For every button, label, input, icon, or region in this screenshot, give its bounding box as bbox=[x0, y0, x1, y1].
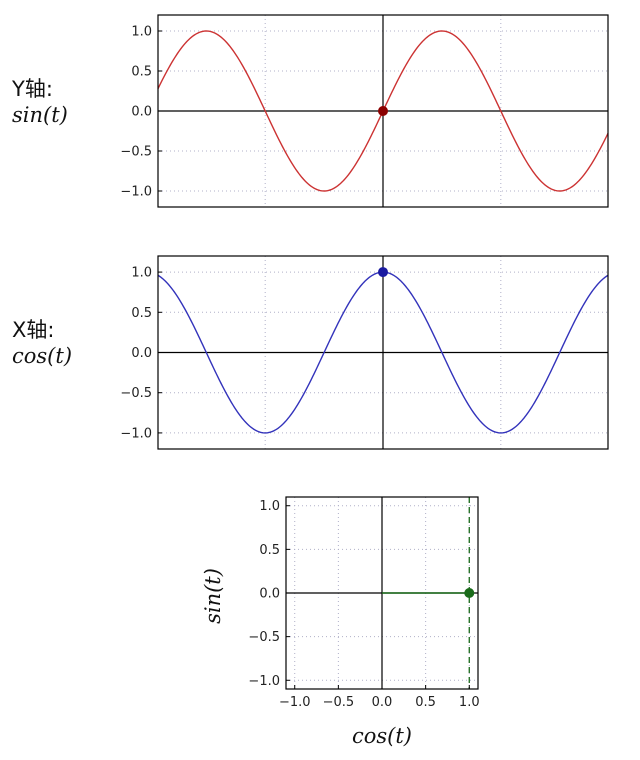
y-tick-label: −0.5 bbox=[120, 386, 152, 401]
y-tick-label: −0.5 bbox=[120, 145, 152, 160]
x-axis-caption: X轴: cos(t) bbox=[12, 317, 72, 369]
y-tick-label: 0.0 bbox=[131, 105, 152, 120]
x-axis-name: X轴: bbox=[12, 318, 55, 342]
x-tick-label: 0.0 bbox=[372, 695, 393, 710]
x-tick-label: −0.5 bbox=[323, 695, 355, 710]
y-tick-label: 0.5 bbox=[131, 306, 152, 321]
y-tick-label: 0.0 bbox=[131, 346, 152, 361]
x-tick-label: 0.5 bbox=[415, 695, 436, 710]
unit-circle-panel: 1.0 0.5 0.0 −0.5 −1.0 −1.0 −0.5 0.0 0.5 1.0 bbox=[248, 496, 480, 710]
y-axis-caption: Y轴: sin(t) bbox=[12, 76, 68, 128]
y-tick-label: 0.0 bbox=[259, 587, 280, 602]
x-axis-function: cos(t) bbox=[12, 344, 73, 368]
current-point-marker bbox=[378, 106, 388, 116]
y-tick-label: 0.5 bbox=[131, 65, 152, 80]
current-point-marker bbox=[464, 588, 475, 598]
y-axis-name: Y轴: bbox=[12, 77, 53, 101]
y-tick-label: −1.0 bbox=[120, 185, 152, 200]
y-tick-label: −1.0 bbox=[248, 674, 280, 689]
bottom-x-axis-label: cos(t) bbox=[351, 724, 413, 748]
y-axis-function: sin(t) bbox=[12, 103, 68, 127]
x-tick-label: 1.0 bbox=[459, 695, 480, 710]
y-tick-label: −0.5 bbox=[248, 630, 280, 645]
y-tick-label: 1.0 bbox=[131, 25, 152, 40]
current-point-marker bbox=[378, 267, 388, 278]
x-tick-label: −1.0 bbox=[279, 695, 311, 710]
y-tick-label: 1.0 bbox=[259, 499, 280, 514]
y-tick-label: −1.0 bbox=[120, 426, 152, 441]
y-tick-label: 1.0 bbox=[131, 266, 152, 281]
sin-panel: 1.0 0.5 0.0 −0.5 −1.0 bbox=[120, 14, 609, 208]
y-tick-label: 0.5 bbox=[259, 543, 280, 558]
cos-panel: 1.0 0.5 0.0 −0.5 −1.0 bbox=[120, 255, 609, 450]
